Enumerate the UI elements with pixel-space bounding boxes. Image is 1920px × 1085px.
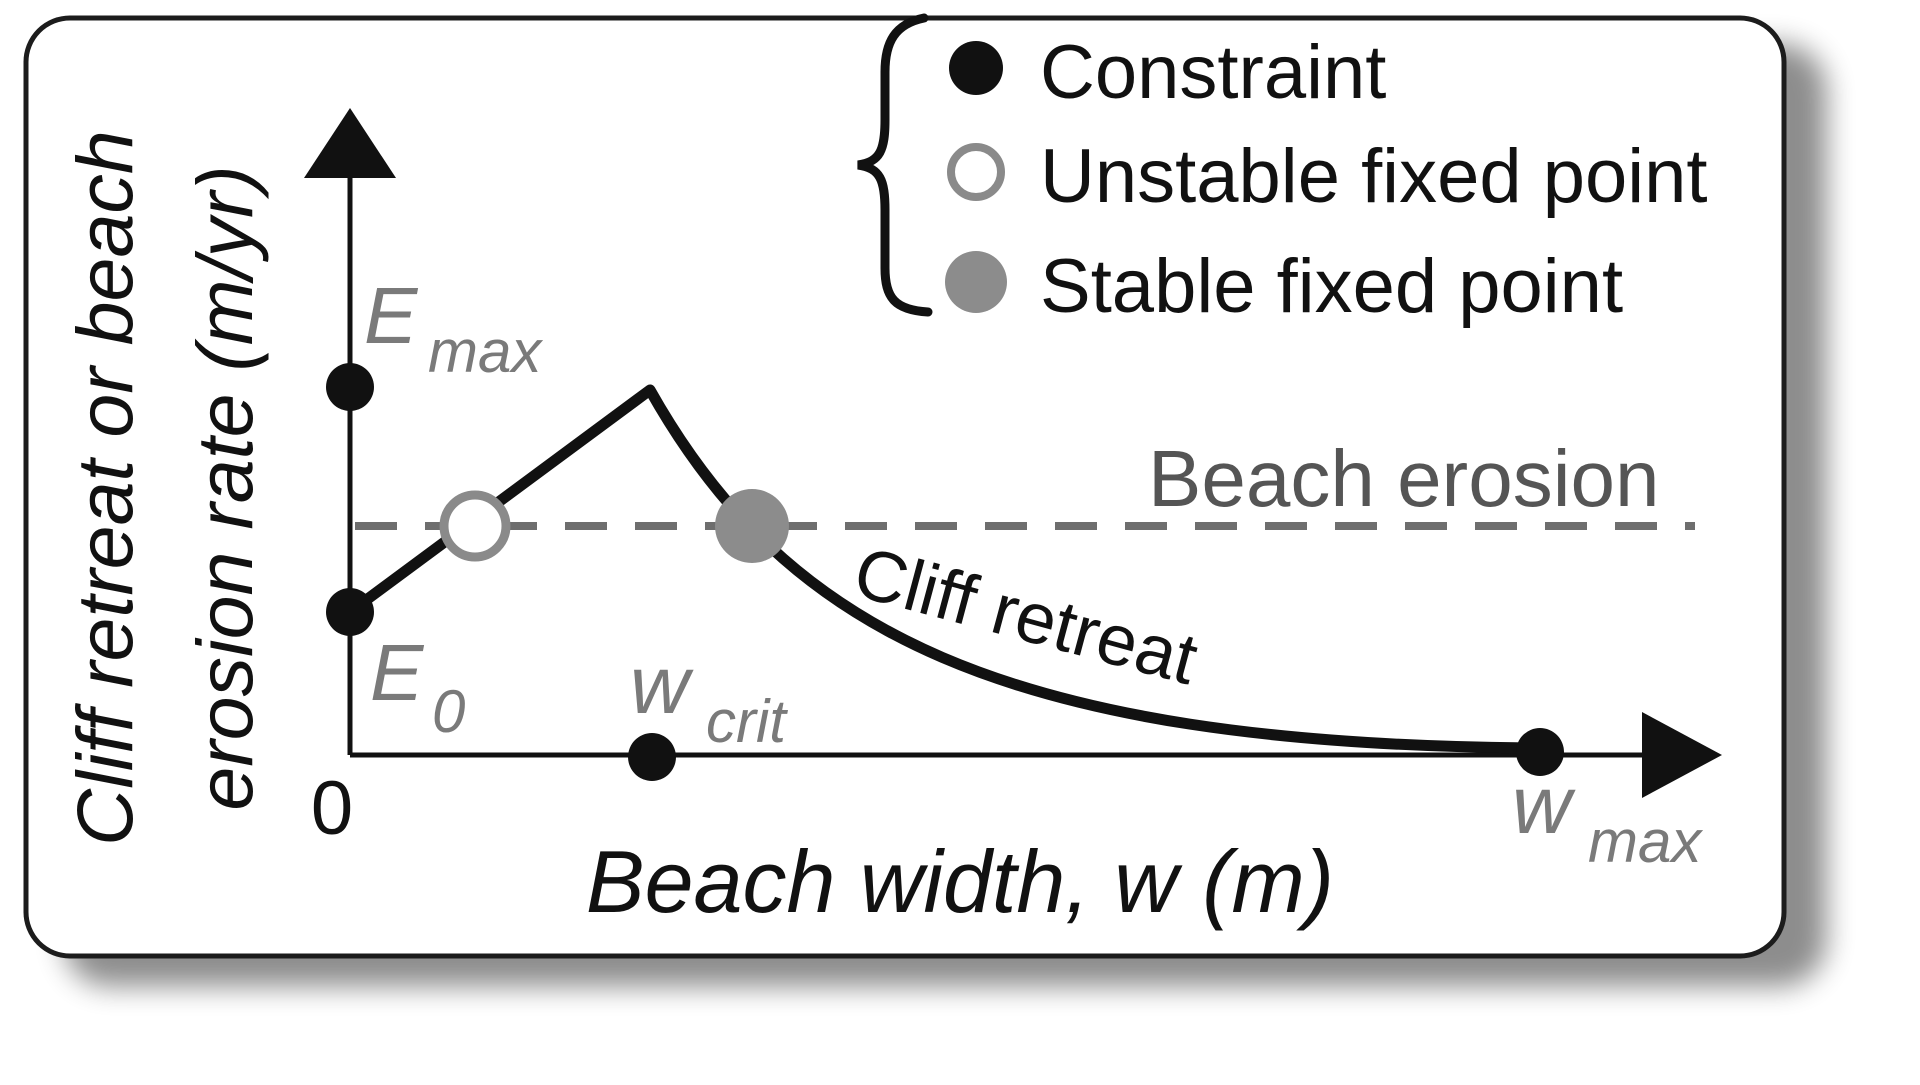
x-axis-arrow — [1642, 712, 1722, 798]
w-crit-sub: crit — [706, 688, 788, 755]
beach-erosion-label: Beach erosion — [1148, 434, 1659, 523]
stable-fixed-point — [715, 489, 789, 563]
y-axis-label-line2: erosion rate (m/yr) — [180, 165, 269, 810]
constraint-point-e-0 — [326, 588, 374, 636]
w-max-base: w — [1512, 760, 1576, 851]
constraint-point-e-max — [326, 363, 374, 411]
w-crit-base: w — [630, 640, 694, 731]
w-max-label: w max — [1512, 760, 1703, 875]
e-max-base: E — [364, 271, 419, 360]
constraint-point-w-crit — [628, 733, 676, 781]
legend-constraint-marker — [949, 41, 1003, 95]
panel-frame — [23, 15, 1787, 959]
legend-unstable-marker — [947, 143, 1005, 201]
y-axis-label-line1: Cliff retreat or beach — [60, 130, 149, 846]
e-0-base: E — [370, 628, 425, 717]
y-axis-arrow — [304, 108, 396, 178]
w-max-sub: max — [1588, 808, 1703, 875]
w-crit-label: w crit — [630, 640, 788, 755]
origin-label: 0 — [311, 766, 353, 851]
legend-stable-label: Stable fixed point — [1040, 244, 1623, 329]
e-max-sub: max — [428, 318, 543, 385]
legend-unstable-label: Unstable fixed point — [1040, 134, 1708, 219]
legend-stable-marker — [945, 251, 1007, 313]
e-0-sub: 0 — [432, 678, 465, 745]
constraint-point-w-max — [1516, 728, 1564, 776]
cliff-retreat-curve — [344, 384, 1541, 754]
x-axis-label: Beach width, w (m) — [586, 832, 1334, 931]
legend-brace — [857, 13, 933, 317]
unstable-fixed-point — [439, 490, 511, 562]
legend-constraint-label: Constraint — [1040, 30, 1386, 115]
